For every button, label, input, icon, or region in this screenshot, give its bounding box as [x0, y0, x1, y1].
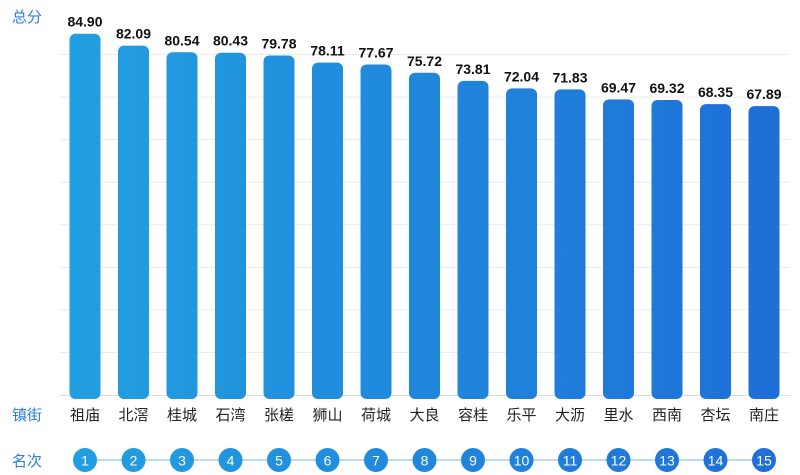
value-label: 71.83	[552, 69, 587, 85]
category-label: 杏坛	[700, 406, 730, 424]
value-label: 82.09	[116, 26, 151, 42]
category-label: 乐平	[506, 406, 536, 424]
category-label: 北滘	[118, 406, 148, 424]
category-label: 容桂	[458, 406, 488, 424]
value-label: 69.47	[601, 79, 636, 95]
rank-badge	[655, 448, 679, 472]
rank-badge	[218, 448, 243, 472]
rank-badge	[315, 448, 340, 472]
rank-badge	[412, 448, 437, 472]
x-axis-title: 镇街	[12, 406, 43, 424]
bar	[118, 45, 149, 400]
value-label: 78.11	[310, 43, 344, 59]
bar	[603, 99, 634, 400]
bar	[700, 104, 731, 399]
bar	[312, 62, 343, 399]
category-label: 大良	[409, 406, 439, 424]
rank-number: 7	[372, 453, 380, 469]
rank-number: 10	[514, 453, 530, 469]
rank-badge	[752, 448, 776, 472]
bar	[69, 33, 101, 399]
value-label: 84.90	[67, 14, 102, 30]
y-axis-title: 总分	[12, 8, 43, 26]
value-label: 80.54	[164, 32, 199, 48]
bar	[166, 52, 198, 399]
bar	[360, 64, 392, 399]
category-label: 南庄	[749, 406, 779, 424]
rank-number: 12	[611, 453, 627, 469]
rank-badge	[121, 448, 146, 472]
rank-badge	[558, 448, 582, 472]
rank-badge	[170, 448, 194, 472]
bar	[748, 106, 780, 399]
category-label: 荷城	[361, 406, 391, 424]
value-label: 80.43	[213, 33, 248, 49]
category-label: 里水	[603, 406, 633, 424]
rank-number: 4	[227, 453, 235, 469]
bar	[506, 88, 537, 399]
rank-badge	[461, 448, 485, 472]
value-label: 67.89	[746, 86, 781, 102]
rank-badge	[73, 448, 97, 472]
rank-number: 3	[178, 453, 186, 469]
value-label: 73.81	[455, 61, 490, 77]
bar	[651, 100, 683, 400]
value-label: 75.72	[407, 53, 442, 69]
category-label: 桂城	[167, 406, 197, 424]
value-label: 69.32	[649, 80, 684, 96]
rank-number: 11	[563, 453, 578, 469]
bar	[554, 89, 586, 399]
rank-badge	[509, 448, 534, 472]
rank-number: 1	[81, 453, 89, 469]
category-label: 张槎	[264, 406, 294, 424]
value-label: 77.67	[358, 44, 393, 60]
value-label: 72.04	[504, 68, 539, 84]
rank-number: 6	[324, 453, 332, 469]
bar	[263, 55, 295, 399]
rank-badge	[703, 448, 728, 472]
value-label: 79.78	[261, 35, 296, 51]
rank-number: 13	[659, 453, 675, 469]
rank-number: 9	[469, 453, 477, 469]
bar	[215, 52, 246, 399]
category-label: 西南	[652, 406, 682, 424]
rank-badge	[606, 448, 631, 472]
rank-number: 15	[756, 453, 772, 469]
bar	[457, 80, 489, 399]
category-label: 狮山	[312, 406, 342, 424]
value-label: 68.35	[698, 84, 733, 100]
category-label: 石湾	[215, 406, 245, 424]
rank-badge	[364, 448, 388, 472]
category-label: 祖庙	[70, 406, 100, 424]
rank-row-title: 名次	[12, 452, 43, 470]
rank-number: 5	[275, 453, 283, 469]
rank-number: 2	[130, 453, 138, 469]
rank-number: 8	[421, 453, 429, 469]
rank-number: 14	[708, 453, 724, 469]
bar	[409, 72, 440, 399]
category-label: 大沥	[555, 406, 585, 424]
rank-badge	[267, 448, 291, 472]
